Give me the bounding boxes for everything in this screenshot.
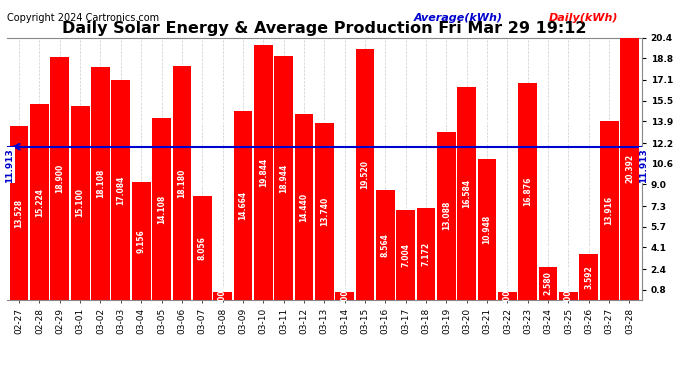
Text: 0.000: 0.000 — [218, 284, 227, 308]
Text: 14.440: 14.440 — [299, 192, 308, 222]
Title: Daily Solar Energy & Average Production Fri Mar 29 19:12: Daily Solar Energy & Average Production … — [62, 21, 586, 36]
Bar — [254, 45, 273, 300]
Text: 2.580: 2.580 — [544, 272, 553, 296]
Bar — [71, 106, 90, 300]
Text: 13.528: 13.528 — [14, 198, 23, 228]
Text: 16.584: 16.584 — [462, 179, 471, 208]
Bar — [315, 123, 334, 300]
Bar — [132, 182, 150, 300]
Text: 8.056: 8.056 — [198, 236, 207, 260]
Bar — [437, 132, 455, 300]
Bar — [559, 292, 578, 300]
Bar — [600, 121, 618, 300]
Text: 13.088: 13.088 — [442, 201, 451, 231]
Text: 9.156: 9.156 — [137, 229, 146, 253]
Text: 19.520: 19.520 — [360, 160, 369, 189]
Text: Copyright 2024 Cartronics.com: Copyright 2024 Cartronics.com — [7, 13, 159, 23]
Bar — [172, 66, 191, 300]
Text: 7.172: 7.172 — [422, 242, 431, 266]
Bar — [539, 267, 558, 300]
Bar — [30, 104, 49, 300]
Text: 18.944: 18.944 — [279, 164, 288, 193]
Text: 19.844: 19.844 — [259, 158, 268, 187]
Text: 0.000: 0.000 — [340, 284, 349, 308]
Bar — [10, 126, 28, 300]
Bar — [233, 111, 253, 300]
Text: 13.740: 13.740 — [319, 197, 329, 226]
Bar — [112, 80, 130, 300]
Bar — [213, 292, 232, 300]
Bar — [91, 67, 110, 300]
Bar — [376, 190, 395, 300]
Bar — [457, 87, 476, 300]
Text: 0.000: 0.000 — [503, 284, 512, 308]
Bar — [417, 208, 435, 300]
Text: 16.876: 16.876 — [523, 177, 532, 206]
Text: Daily(kWh): Daily(kWh) — [549, 13, 618, 23]
Bar — [620, 38, 639, 300]
Text: 20.392: 20.392 — [625, 154, 634, 183]
Text: 13.916: 13.916 — [604, 196, 613, 225]
Text: 14.108: 14.108 — [157, 195, 166, 224]
Text: 3.592: 3.592 — [584, 265, 593, 289]
Bar — [580, 254, 598, 300]
Bar — [335, 292, 354, 300]
Bar — [518, 83, 537, 300]
Text: 18.900: 18.900 — [55, 164, 64, 193]
Text: 8.564: 8.564 — [381, 233, 390, 257]
Text: 7.004: 7.004 — [401, 243, 410, 267]
Bar — [295, 114, 313, 300]
Text: Average(kWh): Average(kWh) — [414, 13, 503, 23]
Text: 10.948: 10.948 — [482, 215, 491, 244]
Text: 18.180: 18.180 — [177, 168, 186, 198]
Bar — [355, 49, 375, 300]
Bar — [193, 196, 212, 300]
Text: 15.100: 15.100 — [76, 188, 85, 218]
Bar — [152, 118, 171, 300]
Text: 11.913: 11.913 — [6, 148, 14, 183]
Text: 17.084: 17.084 — [117, 176, 126, 205]
Text: 14.664: 14.664 — [239, 191, 248, 220]
Bar — [498, 292, 517, 300]
Bar — [477, 159, 496, 300]
Text: 11.913: 11.913 — [639, 148, 648, 183]
Text: 18.108: 18.108 — [96, 169, 105, 198]
Text: 15.224: 15.224 — [35, 188, 44, 216]
Bar — [274, 56, 293, 300]
Bar — [396, 210, 415, 300]
Text: 0.000: 0.000 — [564, 284, 573, 308]
Bar — [50, 57, 69, 300]
